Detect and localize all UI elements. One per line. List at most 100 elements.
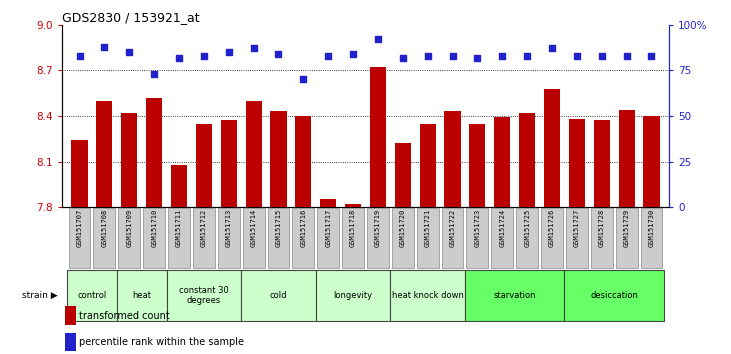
Point <box>397 55 409 61</box>
Bar <box>317 208 339 268</box>
Text: GDS2830 / 153921_at: GDS2830 / 153921_at <box>62 11 200 24</box>
Text: GSM151730: GSM151730 <box>648 209 654 247</box>
Text: GSM151711: GSM151711 <box>176 209 182 247</box>
Text: GSM151716: GSM151716 <box>300 209 306 247</box>
Bar <box>541 208 563 268</box>
Bar <box>72 140 88 207</box>
Bar <box>640 208 662 268</box>
Bar <box>643 116 659 207</box>
Point <box>422 53 433 59</box>
Point <box>496 53 508 59</box>
Text: GSM151725: GSM151725 <box>524 209 530 247</box>
Point <box>223 49 235 55</box>
Point <box>471 55 483 61</box>
Bar <box>417 208 439 268</box>
Bar <box>171 165 187 207</box>
Bar <box>121 113 137 207</box>
Bar <box>94 208 115 268</box>
Text: GSM151719: GSM151719 <box>375 209 381 247</box>
Point <box>372 36 384 42</box>
Point <box>347 51 359 57</box>
Point <box>273 51 284 57</box>
Bar <box>221 120 237 207</box>
Text: longevity: longevity <box>333 291 373 300</box>
Text: transformed count: transformed count <box>79 311 170 321</box>
Bar <box>268 208 289 268</box>
Bar <box>193 208 215 268</box>
Bar <box>370 67 386 207</box>
Bar <box>65 333 76 351</box>
Text: GSM151715: GSM151715 <box>276 209 281 247</box>
Text: percentile rank within the sample: percentile rank within the sample <box>79 337 244 347</box>
Bar <box>316 270 390 321</box>
Point <box>322 53 334 59</box>
Bar <box>594 120 610 207</box>
Bar <box>465 270 564 321</box>
Text: GSM151722: GSM151722 <box>450 209 455 247</box>
Text: GSM151713: GSM151713 <box>226 209 232 247</box>
Bar <box>117 270 167 321</box>
Bar <box>320 200 336 207</box>
Point <box>198 53 210 59</box>
Point <box>99 44 110 50</box>
Text: GSM151710: GSM151710 <box>151 209 157 247</box>
Text: cold: cold <box>270 291 287 300</box>
Text: GSM151728: GSM151728 <box>599 209 605 247</box>
Point <box>596 53 607 59</box>
Bar <box>420 124 436 207</box>
Text: GSM151714: GSM151714 <box>251 209 257 247</box>
Bar <box>618 110 635 207</box>
Point <box>173 55 185 61</box>
Text: heat: heat <box>132 291 151 300</box>
Point <box>571 53 583 59</box>
Text: GSM151718: GSM151718 <box>350 209 356 247</box>
Bar <box>69 208 91 268</box>
Text: strain ▶: strain ▶ <box>21 291 57 300</box>
Bar <box>491 208 513 268</box>
Text: desiccation: desiccation <box>590 291 638 300</box>
Text: GSM151720: GSM151720 <box>400 209 406 247</box>
Bar <box>295 116 311 207</box>
Point <box>74 53 86 59</box>
Bar <box>342 208 364 268</box>
Text: GSM151724: GSM151724 <box>499 209 505 247</box>
Bar <box>367 208 389 268</box>
Bar <box>564 270 664 321</box>
Bar <box>544 88 560 207</box>
Bar <box>118 208 140 268</box>
Bar <box>218 208 240 268</box>
Text: GSM151707: GSM151707 <box>77 209 83 247</box>
Point <box>298 76 309 82</box>
Text: starvation: starvation <box>493 291 536 300</box>
Point <box>148 71 160 77</box>
Bar <box>143 208 165 268</box>
Text: GSM151723: GSM151723 <box>474 209 480 247</box>
Bar <box>466 208 488 268</box>
Bar <box>591 208 613 268</box>
Text: control: control <box>77 291 107 300</box>
Bar <box>241 270 316 321</box>
Bar <box>96 101 113 207</box>
Text: heat knock down: heat knock down <box>392 291 463 300</box>
Point <box>521 53 533 59</box>
Text: constant 30
degrees: constant 30 degrees <box>179 286 229 305</box>
Bar <box>292 208 314 268</box>
Bar <box>516 208 538 268</box>
Text: GSM151729: GSM151729 <box>624 209 629 247</box>
Point <box>621 53 632 59</box>
Bar <box>519 113 535 207</box>
Text: GSM151726: GSM151726 <box>549 209 555 247</box>
Bar <box>395 143 411 207</box>
Bar <box>246 101 262 207</box>
Bar <box>146 98 162 207</box>
Bar <box>494 118 510 207</box>
Text: GSM151717: GSM151717 <box>325 209 331 247</box>
Point <box>124 49 135 55</box>
Bar <box>168 208 190 268</box>
Point <box>248 46 260 51</box>
Bar <box>167 270 241 321</box>
Bar <box>196 124 212 207</box>
Bar <box>442 208 463 268</box>
Bar <box>390 270 465 321</box>
Bar <box>566 208 588 268</box>
